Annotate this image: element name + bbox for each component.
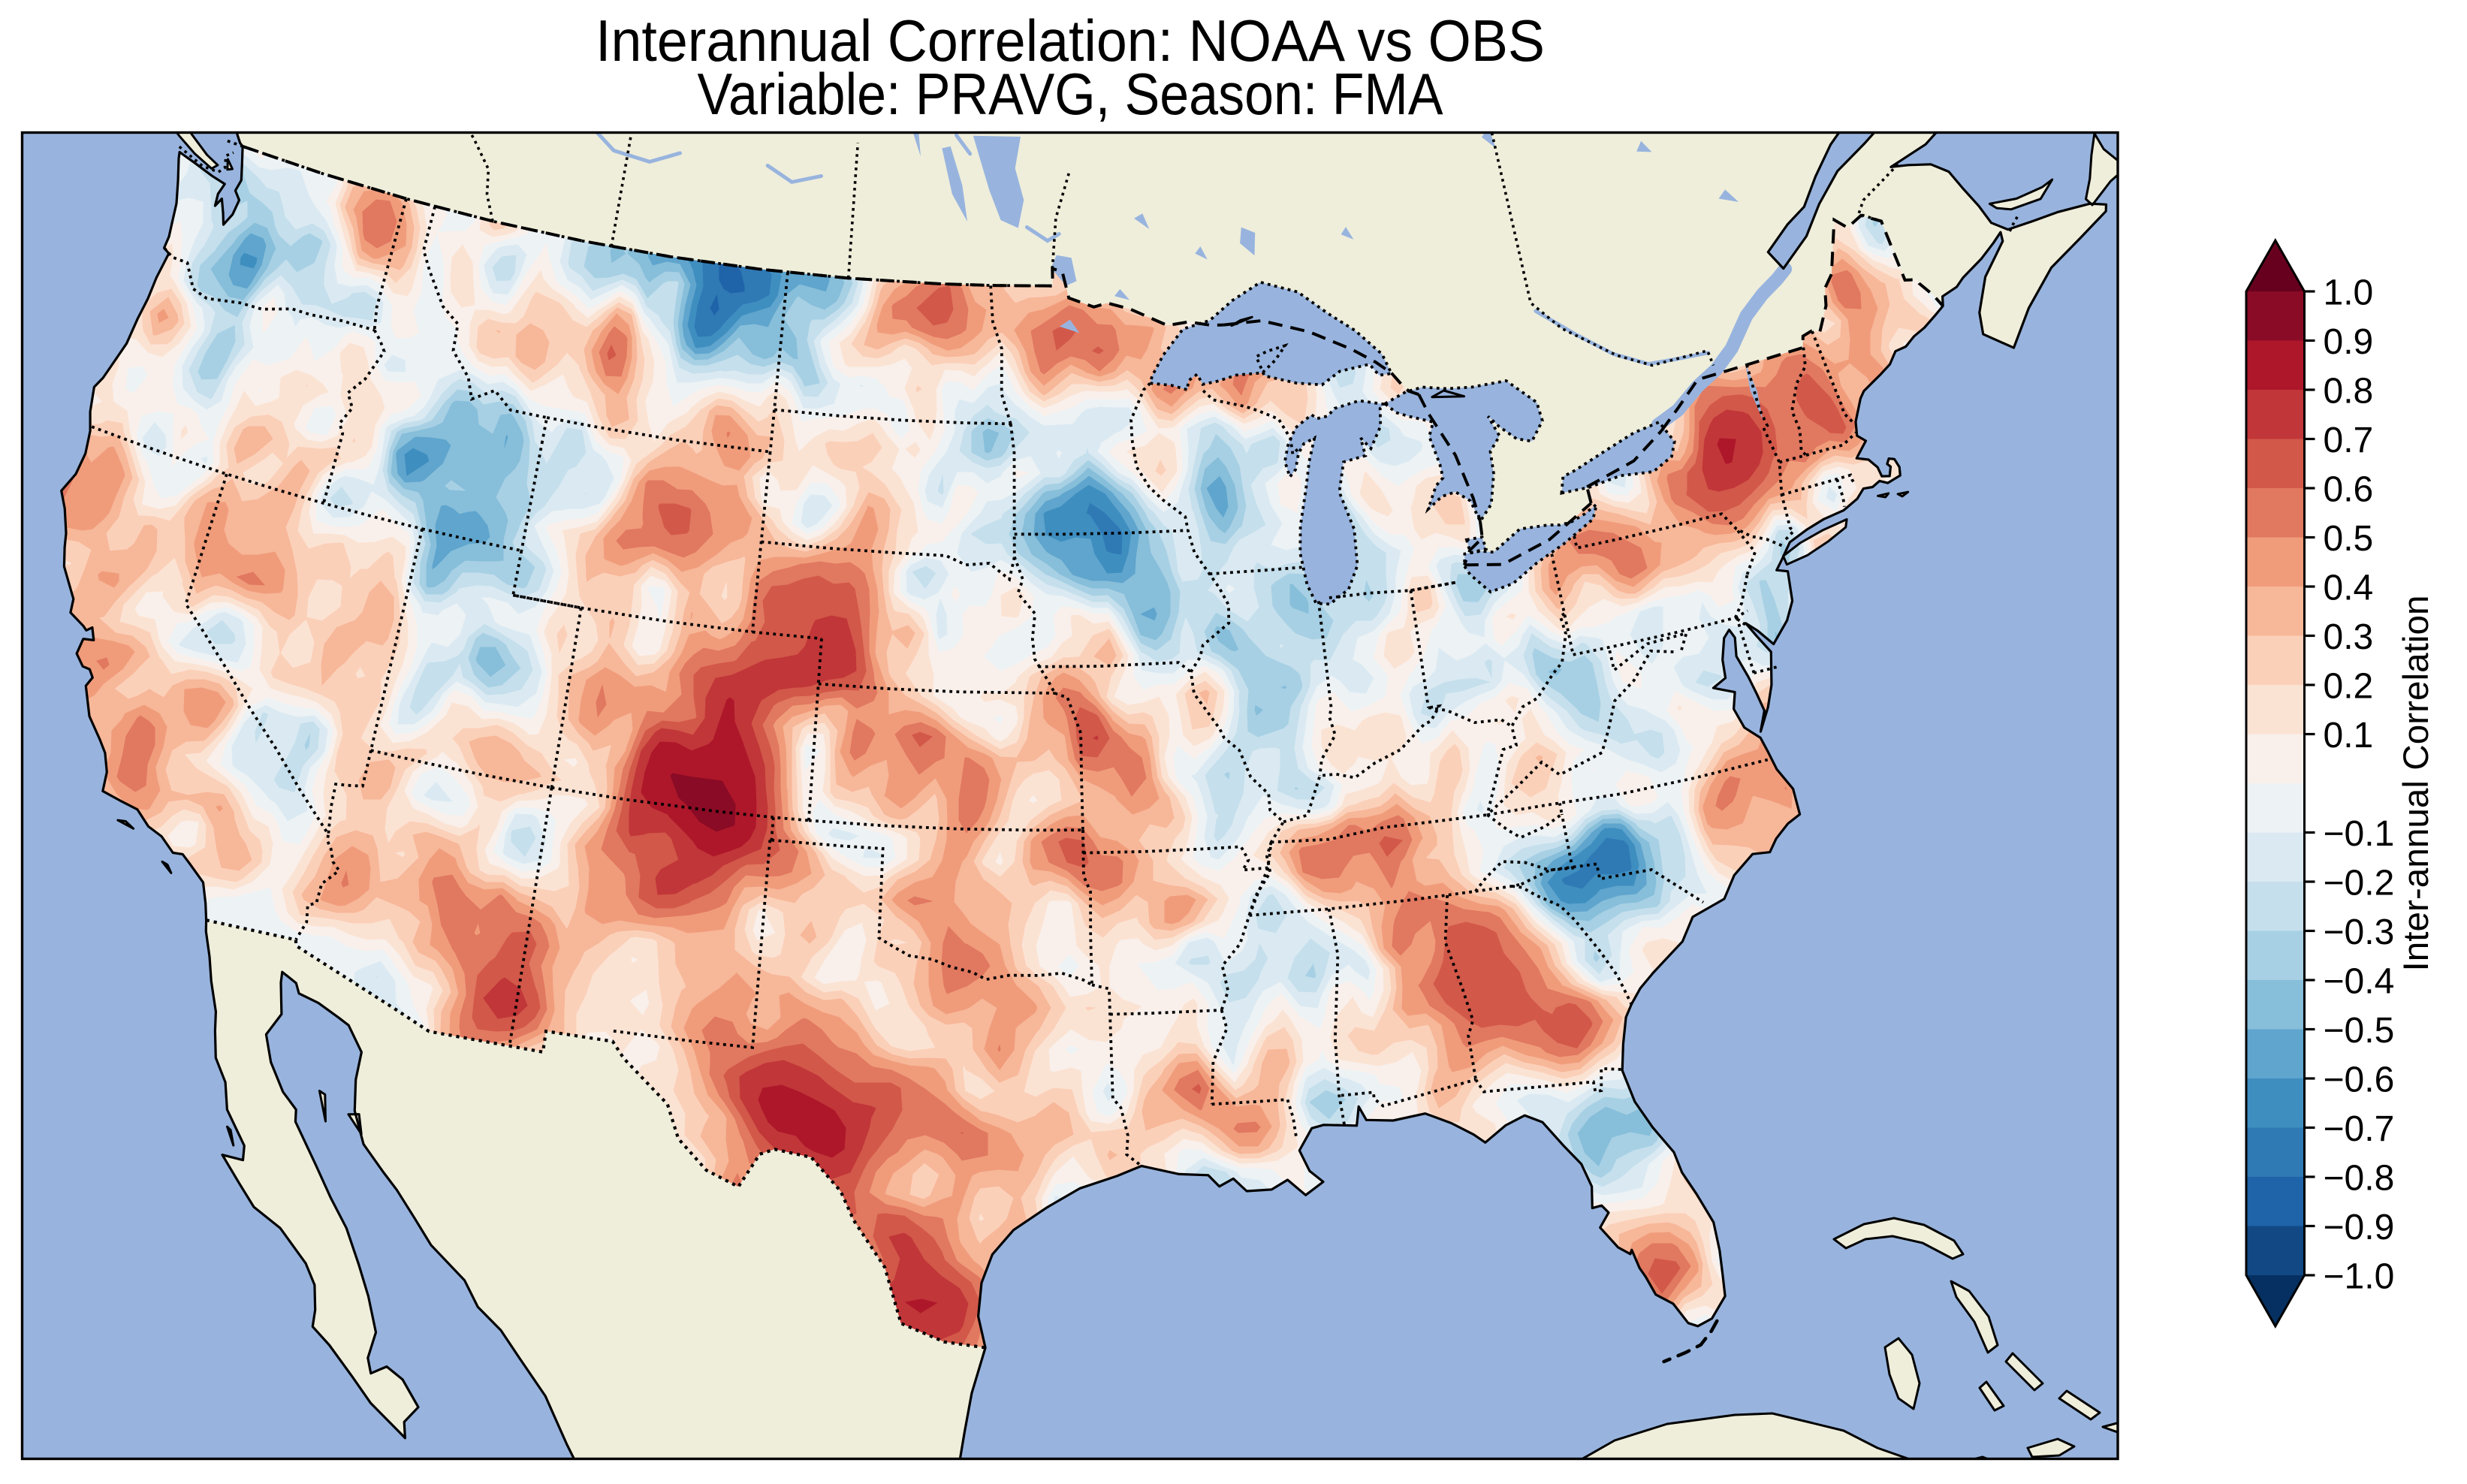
svg-text:−1.0: −1.0 <box>2324 1257 2395 1297</box>
svg-text:1.0: 1.0 <box>2324 273 2374 313</box>
svg-text:0.4: 0.4 <box>2324 569 2374 608</box>
svg-text:0.7: 0.7 <box>2324 421 2374 460</box>
svg-text:0.9: 0.9 <box>2324 322 2374 362</box>
svg-text:−0.9: −0.9 <box>2324 1208 2395 1247</box>
svg-text:0.8: 0.8 <box>2324 372 2374 412</box>
svg-text:0.6: 0.6 <box>2324 470 2374 510</box>
svg-text:−0.2: −0.2 <box>2324 864 2395 903</box>
svg-text:−0.3: −0.3 <box>2324 912 2395 952</box>
svg-text:0.2: 0.2 <box>2324 667 2374 707</box>
svg-text:−0.4: −0.4 <box>2324 962 2395 1002</box>
svg-text:Inter-annual Correlation: Inter-annual Correlation <box>2396 596 2435 972</box>
svg-text:0.1: 0.1 <box>2324 716 2374 756</box>
svg-text:0.3: 0.3 <box>2324 617 2374 657</box>
svg-text:−0.1: −0.1 <box>2324 814 2395 854</box>
svg-text:Variable: PRAVG, Season: FMA: Variable: PRAVG, Season: FMA <box>698 61 1443 127</box>
svg-text:0.5: 0.5 <box>2324 519 2374 559</box>
svg-text:−0.8: −0.8 <box>2324 1159 2395 1199</box>
svg-text:−0.7: −0.7 <box>2324 1109 2395 1149</box>
svg-text:−0.5: −0.5 <box>2324 1011 2395 1051</box>
svg-text:−0.6: −0.6 <box>2324 1060 2395 1100</box>
svg-text:Interannual Correlation: NOAA: Interannual Correlation: NOAA vs OBS <box>596 8 1545 74</box>
